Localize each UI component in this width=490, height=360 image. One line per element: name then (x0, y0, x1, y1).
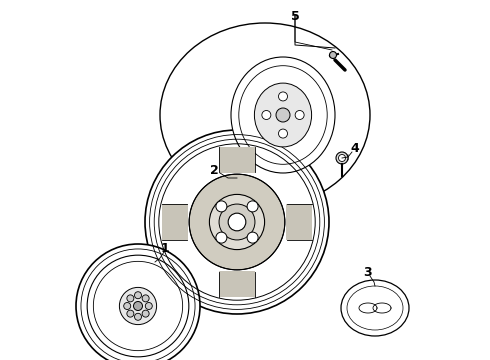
Polygon shape (219, 147, 255, 173)
Circle shape (127, 295, 134, 302)
Circle shape (339, 154, 345, 162)
Circle shape (216, 201, 227, 212)
Circle shape (228, 213, 246, 231)
Circle shape (134, 292, 142, 299)
Text: 5: 5 (291, 10, 299, 23)
Text: 1: 1 (161, 242, 170, 255)
Ellipse shape (231, 57, 335, 173)
Circle shape (247, 201, 258, 212)
Circle shape (329, 51, 337, 59)
Polygon shape (219, 271, 255, 297)
Ellipse shape (254, 83, 312, 147)
Circle shape (247, 232, 258, 243)
Circle shape (142, 295, 149, 302)
Circle shape (142, 310, 149, 317)
Circle shape (127, 310, 134, 317)
Ellipse shape (160, 23, 370, 207)
Text: 3: 3 (364, 266, 372, 279)
Circle shape (146, 302, 152, 310)
Circle shape (276, 108, 290, 122)
Ellipse shape (209, 194, 265, 249)
Ellipse shape (219, 204, 255, 240)
Circle shape (295, 111, 304, 120)
Polygon shape (162, 204, 188, 240)
Circle shape (134, 313, 142, 320)
Circle shape (336, 152, 348, 164)
Circle shape (133, 302, 143, 310)
Polygon shape (286, 204, 313, 240)
Text: 2: 2 (210, 163, 219, 176)
Text: 4: 4 (351, 141, 359, 154)
Circle shape (262, 111, 271, 120)
Circle shape (278, 129, 288, 138)
Circle shape (216, 232, 227, 243)
Circle shape (278, 92, 288, 101)
Ellipse shape (189, 174, 285, 270)
Circle shape (123, 302, 131, 310)
Ellipse shape (341, 280, 409, 336)
Ellipse shape (120, 287, 157, 325)
Ellipse shape (76, 244, 200, 360)
Ellipse shape (145, 130, 329, 314)
